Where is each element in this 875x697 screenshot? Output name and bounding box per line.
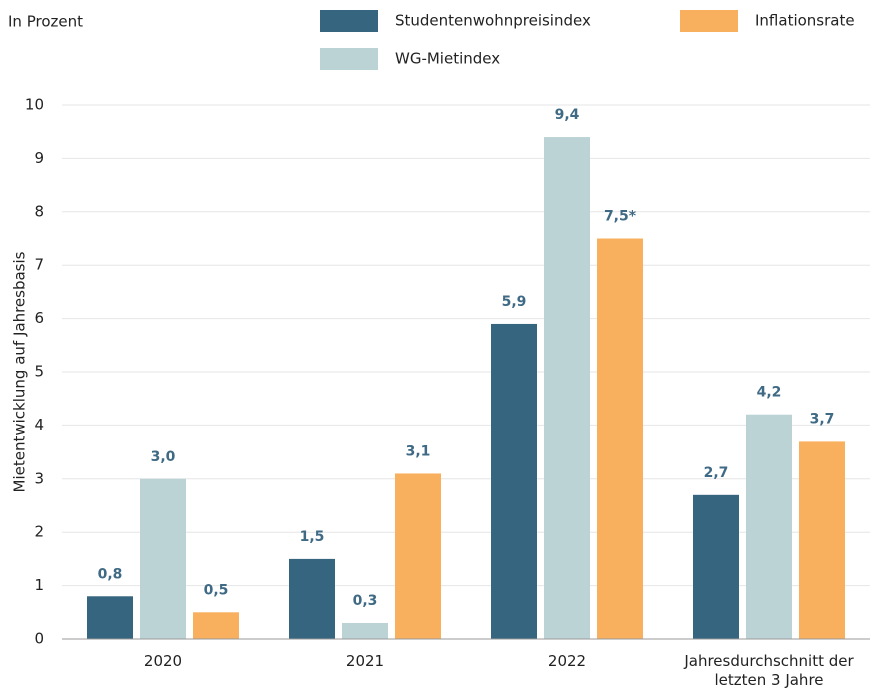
y-tick-label: 0: [34, 630, 44, 648]
bar: [597, 238, 643, 639]
value-label: 7,5*: [604, 209, 637, 225]
y-tick-label: 3: [34, 469, 44, 487]
x-tick-label: 2021: [345, 652, 385, 670]
y-tick-label: 10: [25, 96, 44, 114]
value-label: 0,8: [98, 566, 123, 582]
value-label: 5,9: [502, 294, 527, 310]
value-label: 2,7: [704, 465, 729, 481]
value-label: 0,5: [204, 582, 229, 598]
x-tick-label: Jahresdurchschnitt der letzten 3 Jahre: [684, 652, 854, 689]
legend-swatch: [320, 10, 378, 32]
value-label: 3,7: [810, 411, 835, 427]
bar: [289, 558, 335, 639]
value-label: 3,1: [406, 443, 431, 459]
value-label: 9,4: [555, 107, 580, 123]
y-tick-label: 7: [34, 256, 44, 274]
bar: [87, 596, 133, 639]
y-tick-label: 6: [34, 309, 44, 327]
bar: [544, 137, 590, 640]
x-tick-label: 2020: [143, 652, 183, 670]
value-label: 4,2: [757, 385, 782, 401]
legend-swatch: [680, 10, 738, 32]
legend-swatch: [320, 48, 378, 70]
y-tick-label: 2: [34, 523, 44, 541]
subtitle: In Prozent: [8, 13, 83, 31]
value-label: 3,0: [151, 449, 176, 465]
legend-label: Inflationsrate: [755, 12, 855, 30]
bar: [395, 473, 441, 639]
value-label: 1,5: [300, 529, 325, 545]
y-tick-label: 4: [34, 416, 44, 434]
legend-label: WG-Mietindex: [395, 50, 500, 68]
y-tick-label: 9: [34, 149, 44, 167]
y-axis-label: Mietentwicklung auf Jahresbasis: [11, 251, 29, 492]
y-tick-label: 8: [34, 202, 44, 220]
y-tick-label: 5: [34, 363, 44, 381]
bar: [491, 323, 537, 639]
bar: [342, 622, 388, 639]
bar: [140, 478, 186, 639]
bar: [193, 612, 239, 639]
value-label: 0,3: [353, 593, 378, 609]
bar: [693, 494, 739, 639]
x-tick-label: 2022: [547, 652, 587, 670]
y-tick-label: 1: [34, 576, 44, 594]
bar: [799, 441, 845, 639]
bar: [746, 414, 792, 639]
legend-label: Studentenwohnpreisindex: [395, 12, 591, 30]
